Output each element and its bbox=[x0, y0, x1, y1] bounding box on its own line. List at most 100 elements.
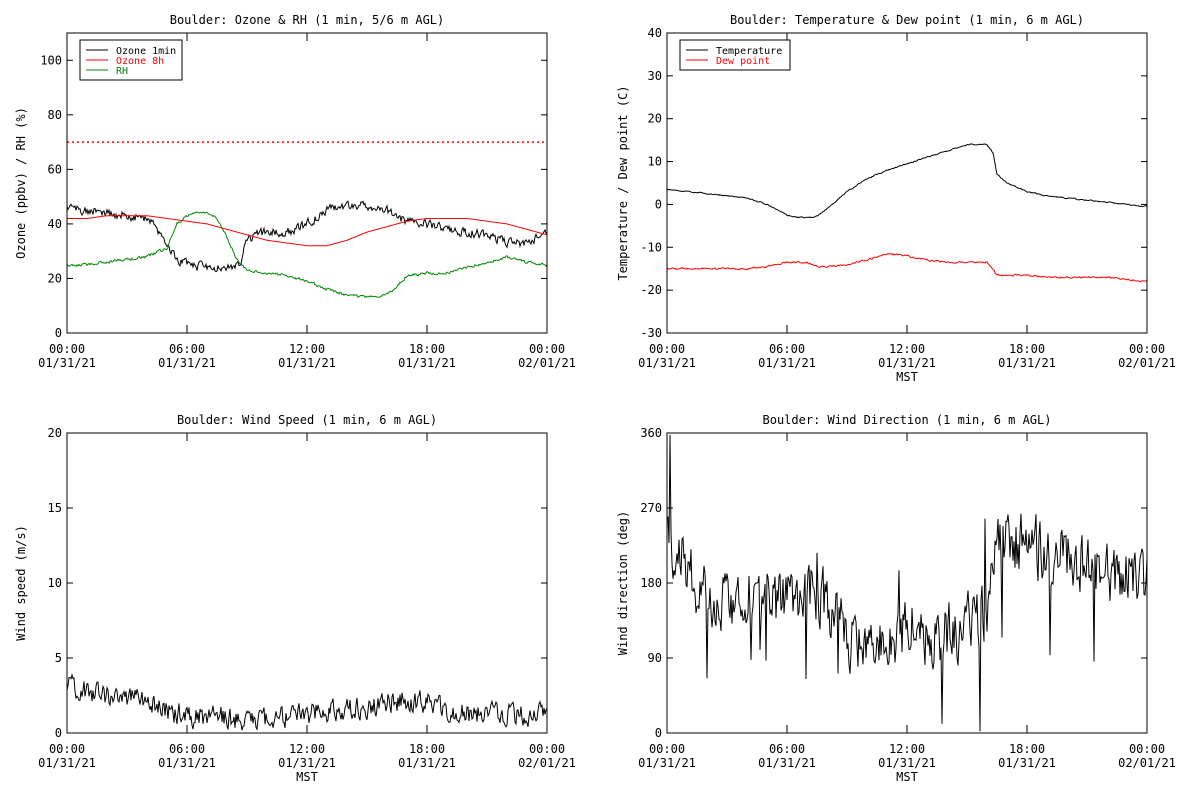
chart-title: Boulder: Wind Direction (1 min, 6 m AGL) bbox=[763, 413, 1052, 427]
y-tick-label: -30 bbox=[640, 326, 662, 340]
series-group bbox=[667, 434, 1147, 732]
y-tick-label: -20 bbox=[640, 283, 662, 297]
y-axis-label: Temperature / Dew point (C) bbox=[616, 85, 630, 280]
chart-title: Boulder: Ozone & RH (1 min, 5/6 m AGL) bbox=[170, 13, 445, 27]
y-tick-label: 0 bbox=[55, 726, 62, 740]
x-tick-time: 18:00 bbox=[409, 342, 445, 356]
y-tick-label: 15 bbox=[48, 501, 62, 515]
x-tick-time: 06:00 bbox=[769, 742, 805, 756]
x-tick-date: 01/31/21 bbox=[638, 356, 696, 370]
y-tick-label: 40 bbox=[48, 217, 62, 231]
chart-temp: Boulder: Temperature & Dew point (1 min,… bbox=[616, 13, 1176, 384]
series-line-0 bbox=[667, 143, 1147, 219]
y-axis-label: Wind speed (m/s) bbox=[14, 525, 28, 641]
chart-wdir: Boulder: Wind Direction (1 min, 6 m AGL)… bbox=[616, 413, 1176, 784]
x-tick-time: 00:00 bbox=[529, 742, 565, 756]
x-tick-time: 18:00 bbox=[1009, 742, 1045, 756]
x-tick-time: 06:00 bbox=[169, 342, 205, 356]
x-tick-date: 01/31/21 bbox=[878, 756, 936, 770]
chart-title: Boulder: Wind Speed (1 min, 6 m AGL) bbox=[177, 413, 437, 427]
series-line-0 bbox=[67, 200, 547, 273]
legend-box bbox=[679, 39, 791, 71]
y-tick-label: 270 bbox=[640, 501, 662, 515]
series-group bbox=[667, 143, 1147, 283]
y-tick-label: 360 bbox=[640, 426, 662, 440]
x-tick-time: 18:00 bbox=[409, 742, 445, 756]
y-axis-label: Ozone (ppbv) / RH (%) bbox=[14, 107, 28, 259]
x-tick-date: 01/31/21 bbox=[278, 756, 336, 770]
legend-label: Ozone 8h bbox=[116, 56, 164, 67]
x-tick-time: 12:00 bbox=[289, 742, 325, 756]
plot-frame bbox=[66, 432, 548, 734]
x-tick-time: 06:00 bbox=[169, 742, 205, 756]
y-tick-label: 20 bbox=[48, 426, 62, 440]
x-tick-time: 12:00 bbox=[889, 742, 925, 756]
x-tick-time: 18:00 bbox=[1009, 342, 1045, 356]
series-group bbox=[67, 200, 547, 299]
plot-frame bbox=[666, 432, 1148, 734]
x-axis-label: MST bbox=[896, 770, 918, 784]
x-tick-date: 02/01/21 bbox=[518, 756, 576, 770]
y-tick-label: 90 bbox=[648, 651, 662, 665]
series-line-0 bbox=[67, 672, 547, 731]
y-tick-label: 0 bbox=[55, 326, 62, 340]
chart-wspd: Boulder: Wind Speed (1 min, 6 m AGL) 0 5 10… bbox=[14, 413, 576, 784]
plot-frame bbox=[666, 32, 1148, 334]
y-tick-label: 20 bbox=[48, 271, 62, 285]
x-tick-time: 00:00 bbox=[49, 742, 85, 756]
x-tick-date: 01/31/21 bbox=[398, 356, 456, 370]
series-line-2 bbox=[67, 211, 547, 299]
x-tick-time: 00:00 bbox=[1129, 742, 1165, 756]
y-tick-label: -10 bbox=[640, 240, 662, 254]
x-tick-date: 01/31/21 bbox=[758, 756, 816, 770]
x-tick-time: 00:00 bbox=[1129, 342, 1165, 356]
x-tick-date: 01/31/21 bbox=[398, 756, 456, 770]
y-tick-label: 80 bbox=[48, 108, 62, 122]
x-tick-time: 00:00 bbox=[49, 342, 85, 356]
chart-ozone: Boulder: Ozone & RH (1 min, 5/6 m AGL)02… bbox=[14, 13, 576, 370]
series-group bbox=[67, 672, 547, 731]
x-tick-time: 12:00 bbox=[889, 342, 925, 356]
legend-label: RH bbox=[116, 66, 128, 77]
y-tick-label: 0 bbox=[655, 726, 662, 740]
x-tick-time: 00:00 bbox=[529, 342, 565, 356]
x-tick-date: 01/31/21 bbox=[158, 356, 216, 370]
x-tick-date: 01/31/21 bbox=[758, 356, 816, 370]
y-tick-label: 10 bbox=[48, 576, 62, 590]
series-line-1 bbox=[667, 253, 1147, 283]
chart-title: Boulder: Temperature & Dew point (1 min,… bbox=[730, 13, 1084, 27]
x-axis-label: MST bbox=[296, 770, 318, 784]
y-tick-label: 100 bbox=[40, 53, 62, 67]
y-axis-label: Wind direction (deg) bbox=[616, 511, 630, 656]
x-tick-time: 06:00 bbox=[769, 342, 805, 356]
x-tick-date: 01/31/21 bbox=[38, 356, 96, 370]
series-line-0 bbox=[667, 434, 1147, 732]
series-line-1 bbox=[67, 215, 547, 247]
x-axis-label: MST bbox=[896, 370, 918, 384]
y-tick-label: 0 bbox=[655, 197, 662, 211]
y-tick-label: 5 bbox=[55, 651, 62, 665]
x-tick-date: 02/01/21 bbox=[1118, 756, 1176, 770]
x-tick-date: 01/31/21 bbox=[638, 756, 696, 770]
x-tick-time: 12:00 bbox=[289, 342, 325, 356]
y-tick-label: 20 bbox=[648, 112, 662, 126]
x-tick-time: 00:00 bbox=[649, 342, 685, 356]
x-tick-time: 00:00 bbox=[649, 742, 685, 756]
x-tick-date: 01/31/21 bbox=[878, 356, 936, 370]
x-tick-date: 01/31/21 bbox=[998, 356, 1056, 370]
y-tick-label: 40 bbox=[648, 26, 662, 40]
legend-label: Temperature bbox=[716, 46, 782, 57]
legend-label: Ozone 1min bbox=[116, 46, 176, 57]
x-tick-date: 01/31/21 bbox=[38, 756, 96, 770]
x-tick-date: 02/01/21 bbox=[518, 356, 576, 370]
y-tick-label: 60 bbox=[48, 162, 62, 176]
legend-label: Dew point bbox=[716, 56, 770, 67]
x-tick-date: 01/31/21 bbox=[278, 356, 336, 370]
x-tick-date: 01/31/21 bbox=[998, 756, 1056, 770]
y-tick-label: 180 bbox=[640, 576, 662, 590]
y-tick-label: 10 bbox=[648, 155, 662, 169]
x-tick-date: 02/01/21 bbox=[1118, 356, 1176, 370]
